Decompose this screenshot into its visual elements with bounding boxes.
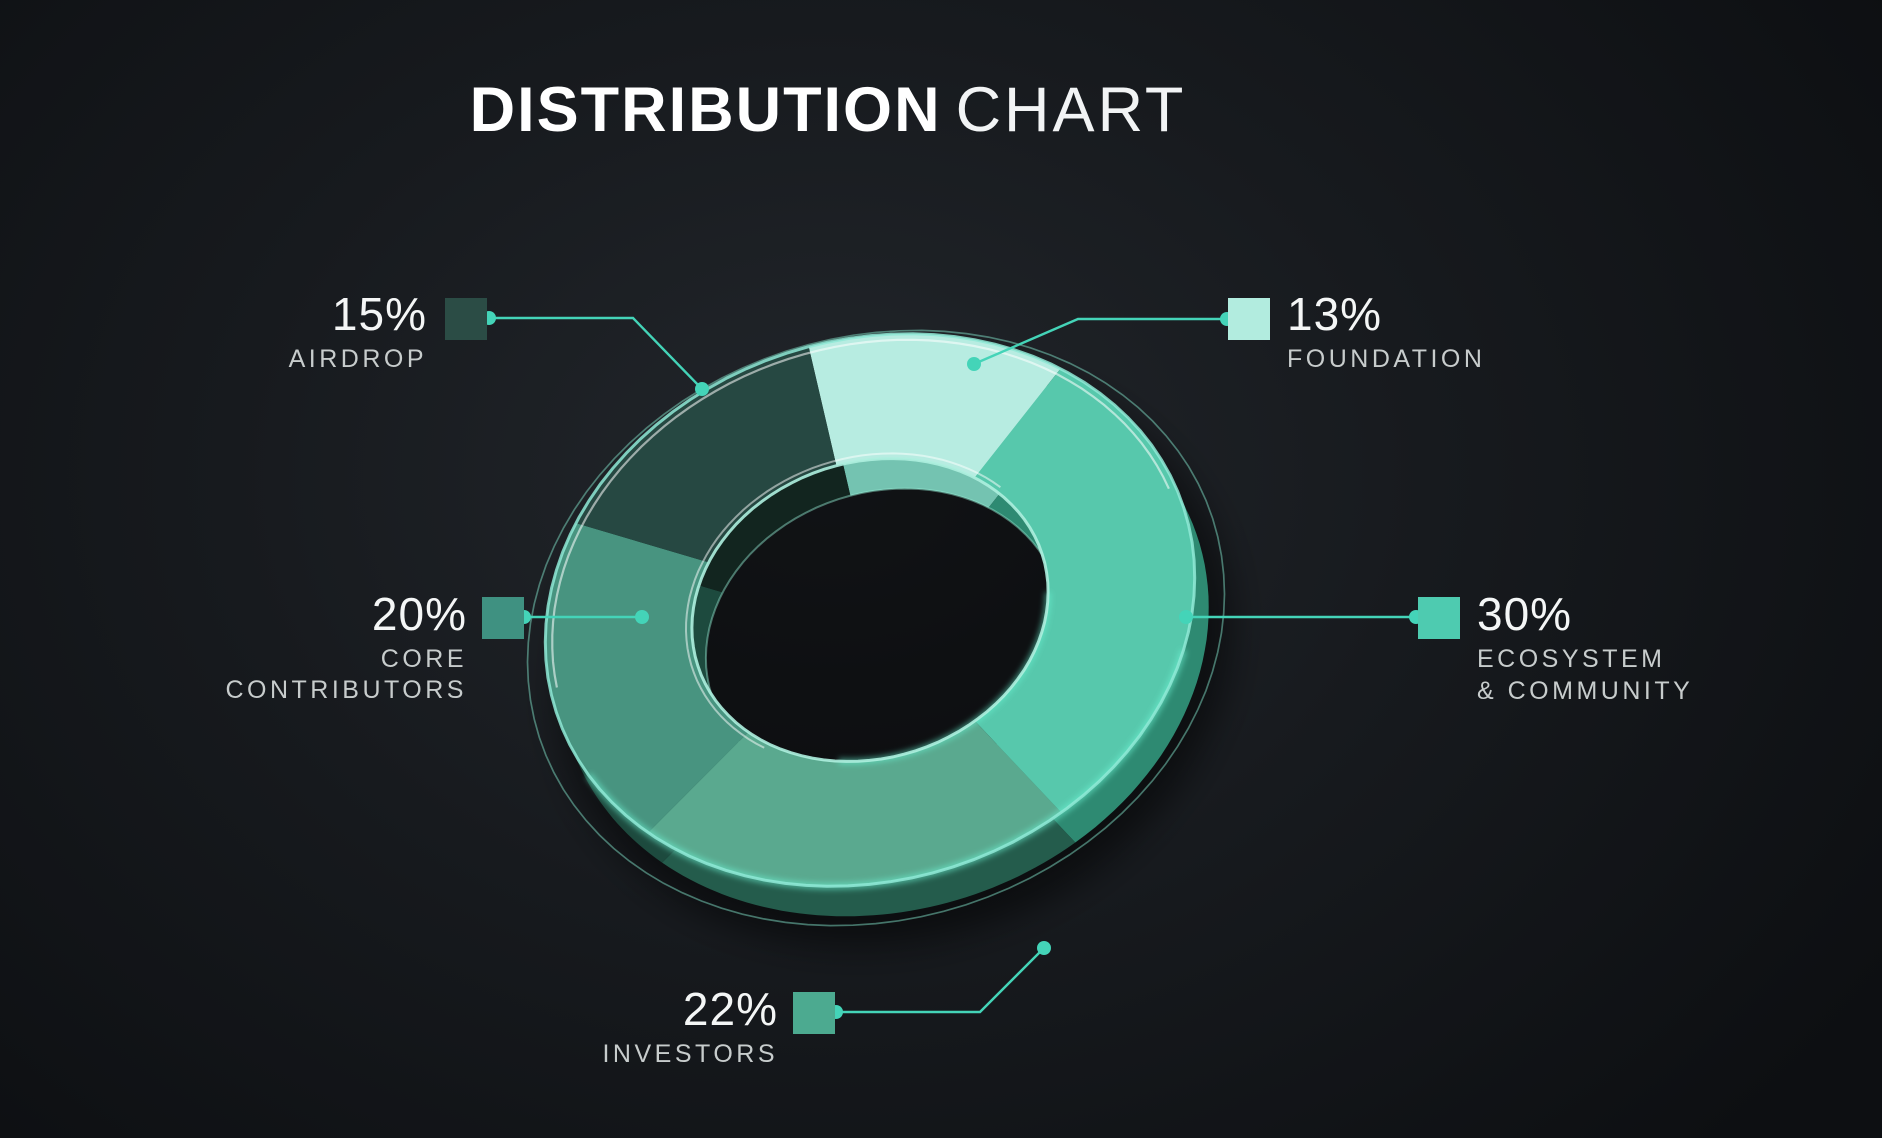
leader-line-4 xyxy=(836,947,1045,1014)
leader-dot-0-1 xyxy=(695,382,709,396)
label-core-contributors-percent: 20% xyxy=(371,588,467,640)
label-investors: 22% INVESTORS xyxy=(458,983,778,1070)
label-core-contributors: 20% CORE CONTRIBUTORS xyxy=(147,588,467,706)
outer-rim-highlight xyxy=(551,338,1170,688)
label-airdrop-percent: 15% xyxy=(331,288,427,340)
label-airdrop-name: AIRDROP xyxy=(288,345,427,373)
slice-foundation xyxy=(808,333,1061,478)
leader-dot-1-0 xyxy=(967,357,981,371)
label-core-contributors-name: CORE CONTRIBUTORS xyxy=(225,645,467,704)
donut-chart xyxy=(482,311,1423,1019)
label-ecosystem-percent: 30% xyxy=(1477,588,1573,640)
label-foundation-name: FOUNDATION xyxy=(1287,345,1486,373)
glass-lip-outline xyxy=(526,329,1226,927)
legend-swatch-ecosystem xyxy=(1418,597,1460,639)
leader-dot-4-1 xyxy=(1037,941,1051,955)
leader-line-0 xyxy=(489,316,703,390)
page-title-bold: DISTRIBUTION xyxy=(469,75,942,145)
label-ecosystem: 30% ECOSYSTEM & COMMUNITY xyxy=(1477,588,1857,707)
legend-swatch-foundation xyxy=(1228,298,1270,340)
label-foundation-percent: 13% xyxy=(1287,288,1383,340)
outer-rim xyxy=(543,332,1197,888)
page-title-light: CHART xyxy=(955,75,1187,145)
legend-swatch-airdrop xyxy=(445,298,487,340)
legend-swatch-investors xyxy=(793,992,835,1034)
slice-airdrop xyxy=(575,346,837,563)
slice-investors xyxy=(648,721,1062,887)
leader-line-1 xyxy=(973,317,1227,366)
label-foundation: 13% FOUNDATION xyxy=(1287,288,1647,375)
legend-swatch-core-contributors xyxy=(482,597,524,639)
page-title: DISTRIBUTION CHART xyxy=(470,78,1187,142)
slice-core-contributors xyxy=(545,523,749,833)
label-investors-name: INVESTORS xyxy=(602,1040,778,1068)
label-ecosystem-name: ECOSYSTEM xyxy=(1477,645,1666,673)
label-investors-percent: 22% xyxy=(682,983,778,1035)
slice-ecosystem xyxy=(974,368,1195,813)
inner-rim-highlight xyxy=(684,452,1001,749)
leader-dot-3-1 xyxy=(635,610,649,624)
inner-rim xyxy=(690,457,1050,763)
label-airdrop: 15% AIRDROP xyxy=(107,288,427,375)
label-ecosystem-name-line2: & COMMUNITY xyxy=(1477,677,1694,705)
leader-dot-2-0 xyxy=(1179,610,1193,624)
